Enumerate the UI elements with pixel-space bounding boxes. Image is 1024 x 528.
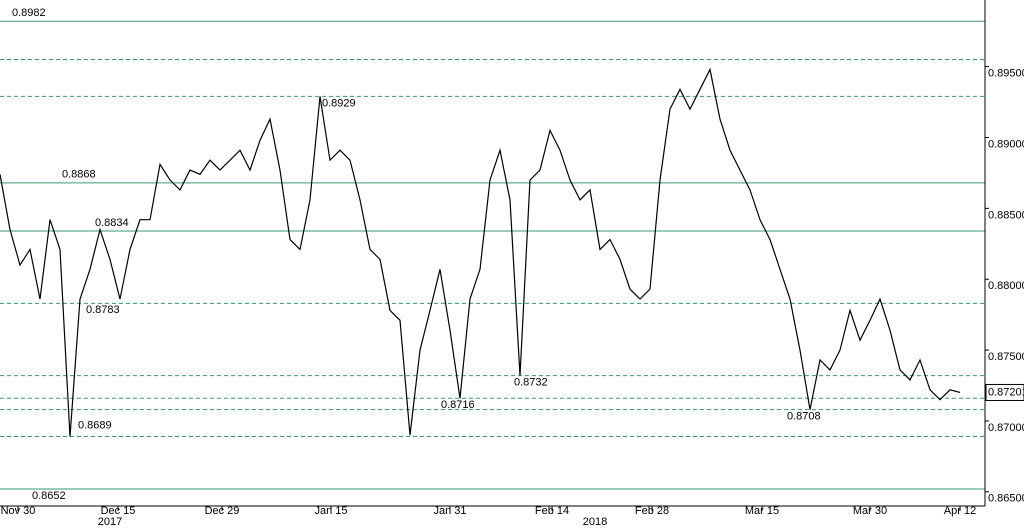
- x-tick-label: Feb 28: [635, 505, 669, 517]
- level-label: 0.8929: [322, 97, 356, 109]
- last-price-box: [985, 383, 1024, 401]
- x-tick-label: Dec 29: [205, 505, 240, 517]
- last-price-label: 0.87201: [988, 386, 1024, 398]
- level-label: 0.8689: [78, 419, 112, 431]
- y-tick-label: 0.88000: [988, 280, 1024, 292]
- x-tick-label: Dec 15: [101, 505, 136, 517]
- level-label: 0.8652: [32, 490, 66, 502]
- x-tick-label: Jan 15: [314, 505, 347, 517]
- x-tick-label: Mar 30: [853, 505, 887, 517]
- year-label: 2017: [98, 516, 122, 528]
- level-label: 0.8982: [12, 7, 46, 19]
- x-tick-label: Nov 30: [1, 505, 36, 517]
- y-tick-label: 0.89500: [988, 68, 1024, 80]
- year-label: 2018: [583, 516, 607, 528]
- level-label: 0.8716: [441, 399, 475, 411]
- x-tick-label: Apr 12: [944, 505, 976, 517]
- level-label: 0.8783: [86, 304, 120, 316]
- level-label: 0.8708: [787, 411, 821, 423]
- x-tick-label: Jan 31: [433, 505, 466, 517]
- level-label: 0.8732: [514, 377, 548, 389]
- y-tick-label: 0.87000: [988, 422, 1024, 434]
- y-tick-label: 0.88500: [988, 209, 1024, 221]
- price-line: [0, 67, 961, 437]
- y-tick-label: 0.89000: [988, 138, 1024, 150]
- level-label: 0.8868: [62, 169, 96, 181]
- level-label: 0.8834: [95, 217, 129, 229]
- y-tick-label: 0.87500: [988, 351, 1024, 363]
- x-tick-label: Mar 15: [745, 505, 779, 517]
- x-tick-label: Feb 14: [535, 505, 569, 517]
- y-tick-label: 0.86500: [988, 493, 1024, 505]
